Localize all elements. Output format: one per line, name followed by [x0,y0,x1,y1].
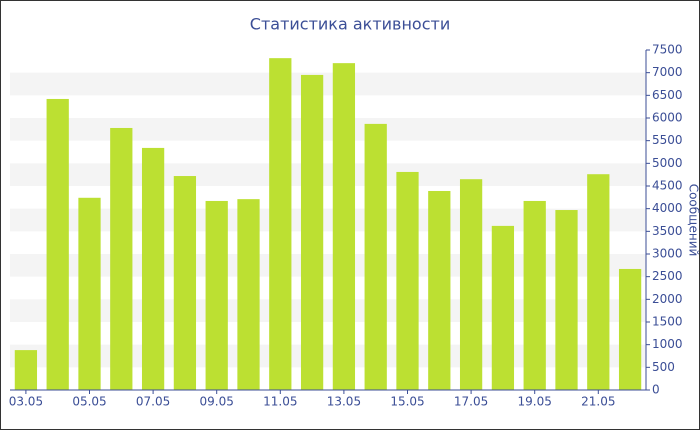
x-tick-label: 19.05 [518,395,552,409]
y-axis-label: Сообщений [687,184,700,257]
y-tick-label: 500 [652,360,675,374]
y-tick-label: 3500 [652,224,683,238]
bar [110,127,133,391]
grid-band [10,208,646,232]
y-tick-label: 2000 [652,292,683,306]
chart-title: Статистика активности [250,15,450,34]
grid-band [10,163,646,186]
bar [491,225,515,390]
x-tick-label: 11.05 [263,395,297,409]
bar [46,98,69,391]
bar [269,58,292,390]
bar [332,63,356,390]
grid-band [10,254,646,277]
bar [14,350,38,390]
bar [396,171,419,390]
bar [523,200,546,390]
bar [205,200,228,390]
bar [173,176,197,390]
grid-band [10,344,646,368]
y-tick-label: 6500 [652,88,683,102]
bar [364,123,387,390]
x-tick-label: 07.05 [136,395,170,409]
x-tick-label: 05.05 [72,395,106,409]
y-tick-label: 3000 [652,247,683,261]
y-tick-label: 5000 [652,156,683,170]
grid-band [10,118,646,141]
grid-band [10,72,646,96]
x-tick-label: 21.05 [581,395,615,409]
y-tick-label: 1500 [652,315,683,329]
bar [618,268,642,390]
y-tick-label: 2500 [652,269,683,283]
y-tick-label: 5500 [652,133,683,147]
x-tick-label: 13.05 [327,395,361,409]
x-tick-label: 09.05 [200,395,234,409]
bar [141,147,165,390]
bar [555,210,578,390]
x-tick-label: 15.05 [390,395,424,409]
bar [237,199,260,390]
y-tick-label: 0 [652,383,660,397]
bar [428,190,451,390]
y-tick-label: 7500 [652,43,683,57]
bar [587,174,610,390]
grid-band [10,299,646,322]
grid-bands [10,72,646,368]
bar [459,179,483,390]
bar [78,197,101,390]
x-tick-label: 17.05 [454,395,488,409]
y-tick-label: 6000 [652,111,683,125]
x-tick-label: 03.05 [9,395,43,409]
y-tick-label: 7000 [652,65,683,79]
y-tick-label: 1000 [652,337,683,351]
bar [300,74,324,390]
y-tick-label: 4000 [652,201,683,215]
y-tick-label: 4500 [652,179,683,193]
